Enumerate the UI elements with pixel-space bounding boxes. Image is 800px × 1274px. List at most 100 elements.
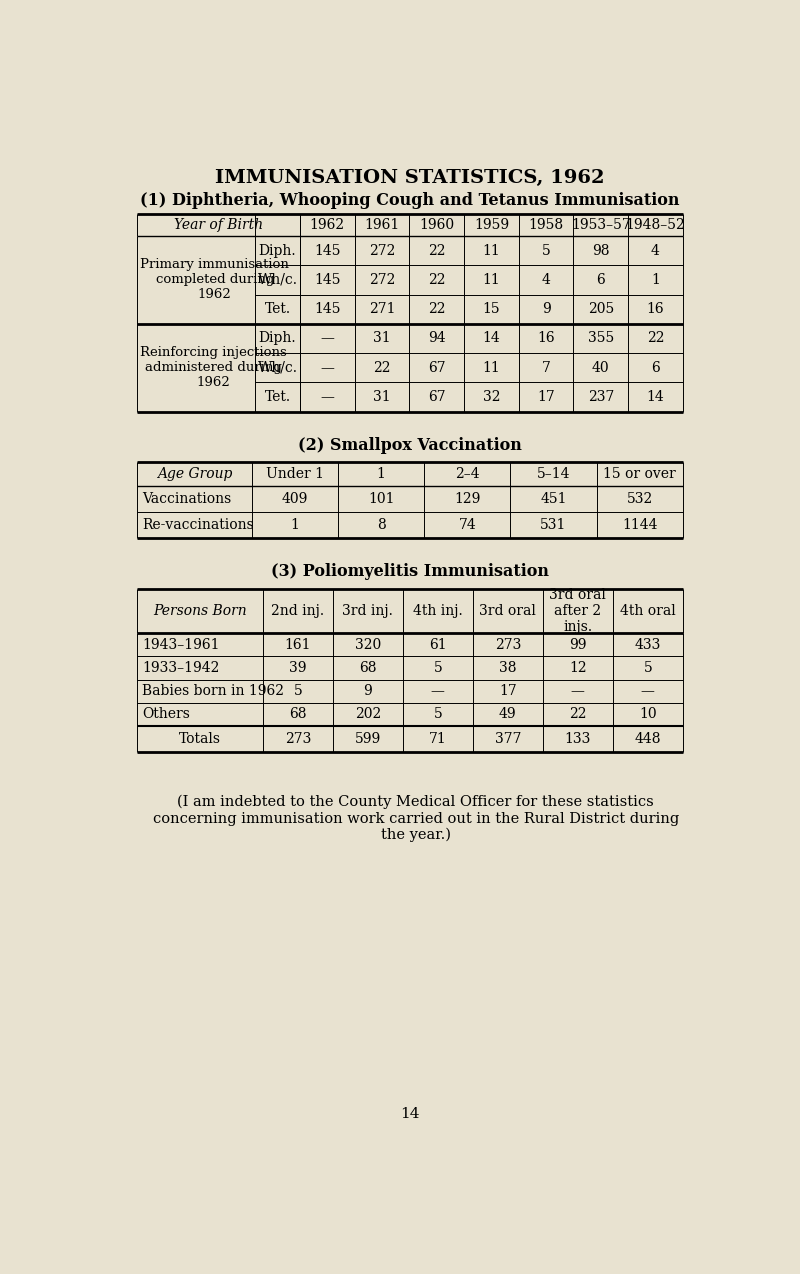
Text: 8: 8 [377,517,386,531]
Text: 205: 205 [588,302,614,316]
Text: 451: 451 [540,492,566,506]
Text: 98: 98 [592,243,610,257]
Text: Wh/c.: Wh/c. [258,273,298,287]
Text: 3rd oral: 3rd oral [479,604,536,618]
Text: 17: 17 [499,684,517,698]
Text: 272: 272 [369,243,395,257]
Text: (3) Poliomyelitis Immunisation: (3) Poliomyelitis Immunisation [271,563,549,580]
Text: 532: 532 [626,492,653,506]
Text: —: — [320,361,334,375]
Text: 1948–52: 1948–52 [626,218,686,232]
Text: 273: 273 [494,638,521,652]
Text: 272: 272 [369,273,395,287]
Text: 22: 22 [428,243,446,257]
Text: 202: 202 [354,707,381,721]
Text: 31: 31 [373,331,391,345]
Text: 1144: 1144 [622,517,658,531]
Text: 40: 40 [592,361,610,375]
Text: 14: 14 [482,331,500,345]
Text: 11: 11 [482,273,500,287]
Text: —: — [571,684,585,698]
Text: 1961: 1961 [364,218,400,232]
Text: 145: 145 [314,302,341,316]
Text: 599: 599 [354,731,381,745]
Text: 237: 237 [587,390,614,404]
Text: 4th oral: 4th oral [620,604,676,618]
Text: Diph.: Diph. [258,243,296,257]
Text: 4: 4 [542,273,550,287]
Text: Vaccinations: Vaccinations [142,492,231,506]
Text: 161: 161 [285,638,311,652]
Text: 11: 11 [482,243,500,257]
Text: 6: 6 [651,361,660,375]
Text: 1933–1942: 1933–1942 [142,661,219,675]
Text: 1960: 1960 [419,218,454,232]
Text: Wh/c.: Wh/c. [258,361,298,375]
Text: 22: 22 [428,273,446,287]
Text: 16: 16 [646,302,664,316]
Text: 74: 74 [458,517,476,531]
Text: 355: 355 [588,331,614,345]
Text: Tet.: Tet. [265,302,290,316]
Text: 133: 133 [565,731,591,745]
Text: 5: 5 [294,684,302,698]
Text: 433: 433 [634,638,661,652]
Text: Tet.: Tet. [265,390,290,404]
Text: 22: 22 [428,302,446,316]
Text: Under 1: Under 1 [266,468,324,482]
Text: 22: 22 [569,707,586,721]
Text: 15: 15 [482,302,500,316]
Text: 5: 5 [434,707,442,721]
Text: 99: 99 [569,638,586,652]
Text: 1959: 1959 [474,218,509,232]
Text: 1943–1961: 1943–1961 [142,638,219,652]
Text: (2) Smallpox Vaccination: (2) Smallpox Vaccination [298,437,522,454]
Text: 38: 38 [499,661,517,675]
Text: 68: 68 [359,661,377,675]
Text: 1962: 1962 [310,218,345,232]
Text: Diph.: Diph. [258,331,296,345]
Text: 11: 11 [482,361,500,375]
Text: Re-vaccinations: Re-vaccinations [142,517,254,531]
Text: 271: 271 [369,302,395,316]
Text: Babies born in 1962: Babies born in 1962 [142,684,284,698]
Text: 448: 448 [634,731,661,745]
Text: 3rd inj.: 3rd inj. [342,604,394,618]
Text: 68: 68 [289,707,306,721]
Text: 67: 67 [428,390,446,404]
Text: Others: Others [142,707,190,721]
Text: 531: 531 [540,517,566,531]
Text: 10: 10 [639,707,657,721]
Text: 39: 39 [289,661,306,675]
Text: 4: 4 [651,243,660,257]
Text: 14: 14 [400,1107,420,1121]
Text: 6: 6 [596,273,605,287]
Text: 7: 7 [542,361,550,375]
Text: 5: 5 [643,661,652,675]
Text: (1) Diphtheria, Whooping Cough and Tetanus Immunisation: (1) Diphtheria, Whooping Cough and Tetan… [140,192,680,209]
Text: —: — [320,331,334,345]
Text: 17: 17 [537,390,555,404]
Text: Primary immunisation
completed during
1962: Primary immunisation completed during 19… [140,259,289,302]
Text: 3rd oral
after 2
injs.: 3rd oral after 2 injs. [550,587,606,634]
Text: 1: 1 [377,468,386,482]
Text: 14: 14 [646,390,664,404]
Text: 1958: 1958 [529,218,564,232]
Text: 129: 129 [454,492,481,506]
Text: —: — [641,684,654,698]
Text: 409: 409 [282,492,308,506]
Text: 145: 145 [314,243,341,257]
Text: 71: 71 [429,731,446,745]
Text: 9: 9 [363,684,372,698]
Text: —: — [431,684,445,698]
Text: Persons Born: Persons Born [153,604,246,618]
Text: 145: 145 [314,273,341,287]
Text: 101: 101 [368,492,394,506]
Text: 31: 31 [373,390,391,404]
Text: 1: 1 [290,517,299,531]
Text: 49: 49 [499,707,517,721]
Text: 15 or over: 15 or over [603,468,676,482]
Text: 273: 273 [285,731,311,745]
Text: 67: 67 [428,361,446,375]
Text: 1953–57: 1953–57 [571,218,630,232]
